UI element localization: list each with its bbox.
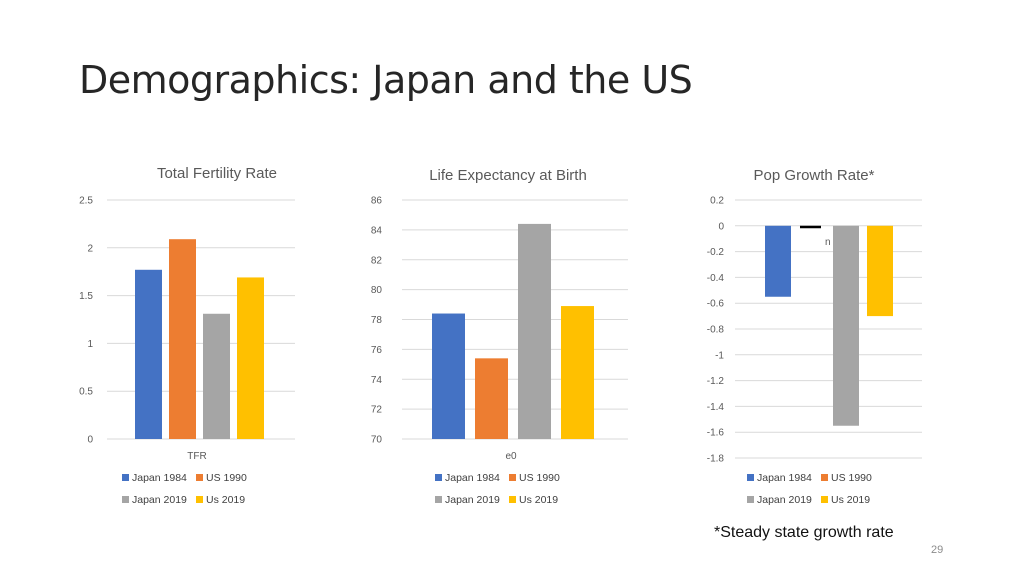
legend-swatch [821,496,828,503]
chart-title: Total Fertility Rate [157,165,277,182]
y-tick-label: -1.8 [707,454,725,465]
y-tick-label: 72 [371,405,383,416]
y-tick-label: 0 [718,221,724,232]
chart-total-fertility-rate: Total Fertility Rate 0 0.5 1 1.5 2 2.5 TFR Japa… [60,150,310,520]
chart-life-expectancy: Life Expectancy at Birth 70 72 74 76 78 80 82 8… [355,150,635,520]
bar-us-2019 [237,277,264,439]
y-tick-label: 80 [371,285,383,296]
legend-label: Japan 2019 [757,494,812,506]
y-tick-label: -0.2 [707,247,725,258]
legend-label: US 1990 [519,472,560,484]
y-tick-label: 86 [371,196,383,207]
footnote: *Steady state growth rate [714,524,894,541]
legend-label: Us 2019 [831,494,870,506]
y-tick-label: 1 [87,339,93,350]
y-tick-label: 2.5 [79,196,93,207]
bar-japan-2019 [833,225,859,426]
legend-label: Japan 1984 [757,472,812,484]
legend-swatch [122,496,129,503]
bar-japan-1984 [135,269,162,439]
y-tick-label: 76 [371,345,383,356]
y-tick-label: -1 [715,350,724,361]
bar-us-1990 [475,358,508,439]
legend-swatch [509,474,516,481]
y-tick-label: -1.6 [707,428,725,439]
legend-swatch [509,496,516,503]
y-tick-label: 74 [371,375,383,386]
y-tick-label: -0.4 [707,273,725,284]
legend-label: Japan 2019 [445,494,500,506]
legend-label: Japan 1984 [445,472,500,484]
bar-us-2019 [867,225,893,317]
legend-swatch [435,474,442,481]
chart-title: Pop Growth Rate* [754,167,875,184]
y-tick-label: 0 [87,435,93,446]
x-category-label: TFR [187,451,206,462]
slide-title: Demographics: Japan and the US [79,58,693,102]
legend-label: US 1990 [206,472,247,484]
chart-svg: Total Fertility Rate 00.511.522.5TFRJapa… [79,165,295,506]
page-number: 29 [931,544,944,556]
chart-title: Life Expectancy at Birth [429,167,587,184]
y-tick-label: 2 [87,243,93,254]
y-tick-label: -1.2 [707,376,725,387]
bar-japan-1984 [765,225,791,297]
legend-swatch [196,474,203,481]
legend-swatch [435,496,442,503]
legend-label: Japan 1984 [132,472,187,484]
bar-japan-1984 [432,313,465,439]
chart-pop-growth-rate: Pop Growth Rate* -1.8 -1.6 -1.4 -1.2 -1 -0.8 -… [690,150,930,520]
legend-swatch [821,474,828,481]
chart-svg: Pop Growth Rate* -1.8 -1.6 -1.4 -1.2 -1 -0.8 -… [707,167,922,506]
y-tick-label: 0.2 [710,196,724,207]
y-tick-label: 0.5 [79,387,93,398]
y-tick-label: 84 [371,225,383,236]
y-tick-label: 1.5 [79,291,93,302]
bar-us-2019 [561,306,594,439]
legend-swatch [747,496,754,503]
legend-label: Us 2019 [519,494,558,506]
y-tick-label: 82 [371,255,383,266]
y-tick-label: -0.8 [707,325,725,336]
y-tick-label: -0.6 [707,299,725,310]
legend-swatch [196,496,203,503]
y-tick-label: 78 [371,315,383,326]
bar-japan-2019 [203,313,230,439]
legend-label: US 1990 [831,472,872,484]
legend-label: Japan 2019 [132,494,187,506]
chart-svg: Life Expectancy at Birth 70 72 74 76 78 80 82 8… [371,167,628,506]
bar-us-1990 [169,239,196,439]
x-category-label: e0 [505,451,517,462]
legend-label: Us 2019 [206,494,245,506]
bar-japan-2019 [518,223,551,439]
y-tick-label: 70 [371,435,383,446]
legend-swatch [122,474,129,481]
legend-swatch [747,474,754,481]
y-tick-label: -1.4 [707,402,725,413]
annotation-text: n [825,237,831,248]
